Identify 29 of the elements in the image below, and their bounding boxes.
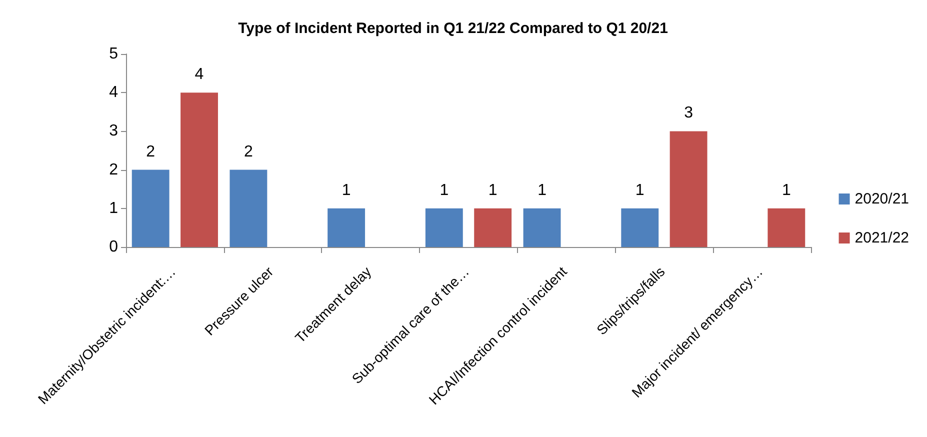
y-tick-label: 2 (109, 161, 118, 178)
y-tick-label: 0 (109, 238, 118, 256)
bar (768, 208, 806, 247)
data-label: 2 (244, 143, 253, 160)
legend-label: 2021/22 (854, 230, 910, 246)
bar (180, 92, 218, 247)
y-tick-label: 1 (109, 200, 118, 217)
data-label: 1 (782, 182, 791, 199)
bar (670, 131, 708, 247)
bar (425, 208, 463, 247)
data-label: 1 (538, 182, 547, 199)
data-label: 1 (488, 182, 498, 199)
bar (621, 208, 659, 247)
y-tick-label: 5 (109, 46, 118, 62)
y-tick-label: 3 (109, 122, 118, 140)
data-label: 2 (146, 143, 156, 160)
bar (328, 208, 366, 247)
bar (230, 170, 268, 247)
data-label: 4 (194, 66, 204, 84)
y-tick-label: 4 (109, 84, 118, 102)
chart-title: Type of Incident Reported in Q1 21/22 Compared to Q1 20/21 (238, 20, 668, 37)
data-label: 1 (440, 182, 449, 199)
bar (132, 170, 170, 247)
data-label: 1 (635, 182, 644, 199)
data-label: 1 (342, 182, 351, 199)
bar (523, 208, 561, 247)
bar (474, 208, 512, 247)
data-label: 3 (684, 104, 694, 122)
legend-label: 2020/21 (854, 190, 910, 208)
